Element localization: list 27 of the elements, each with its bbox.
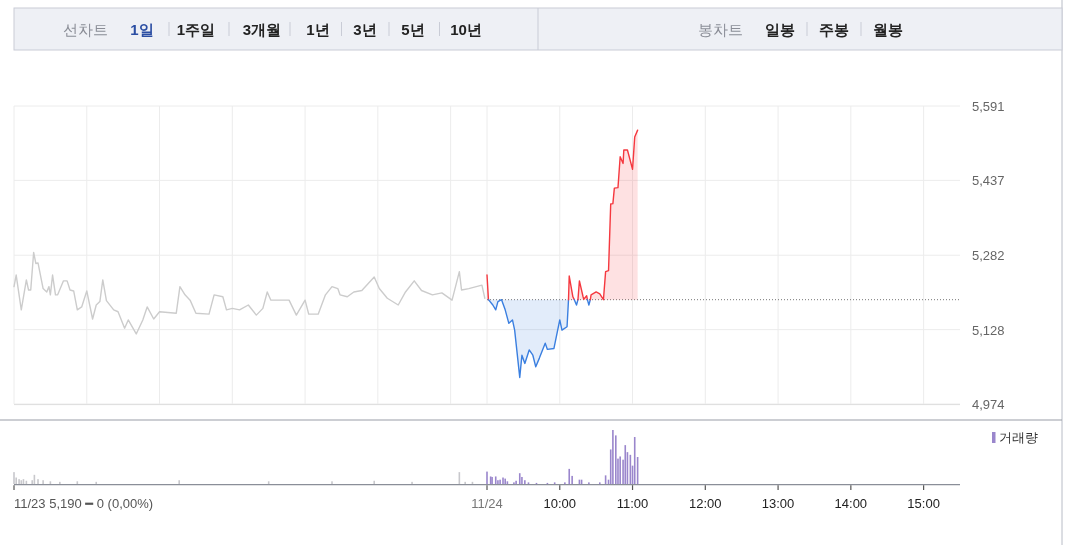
x-tick-label: 14:00	[834, 496, 868, 511]
text: 봉차트	[697, 21, 743, 38]
text: 1주일	[176, 21, 216, 38]
x-tick-label: 11:00	[616, 496, 649, 511]
y-tick-label: 5,591	[972, 99, 1005, 114]
text: 10년	[450, 21, 482, 38]
y-tick-label: 5,437	[972, 173, 1005, 189]
text: 11/23 5,190 ━ 0 (0,00%)	[14, 496, 154, 511]
text: 1년	[306, 21, 330, 38]
text: 5년	[401, 21, 425, 38]
y-tick-label: 5,282	[972, 248, 1005, 264]
y-tick-label: 4,974	[972, 397, 1005, 412]
text: 주봉	[819, 21, 849, 38]
x-tick-label: 15:00	[907, 496, 940, 511]
x-tick-label: 12:00	[689, 496, 722, 511]
x-tick-label: 11/24	[471, 496, 503, 511]
line-series	[13, 251, 486, 335]
text: 3개월	[242, 21, 282, 38]
text: 1일	[130, 21, 154, 38]
text: 3년	[353, 21, 377, 38]
text: 선차트	[62, 21, 108, 38]
y-tick-label: 5,128	[972, 322, 1005, 338]
text: 월봉	[873, 21, 903, 38]
legend-label: 거래량	[999, 430, 1038, 445]
text: 일봉	[765, 21, 795, 38]
x-tick-label: 13:00	[761, 496, 795, 511]
x-tick-label: 10:00	[543, 496, 577, 511]
